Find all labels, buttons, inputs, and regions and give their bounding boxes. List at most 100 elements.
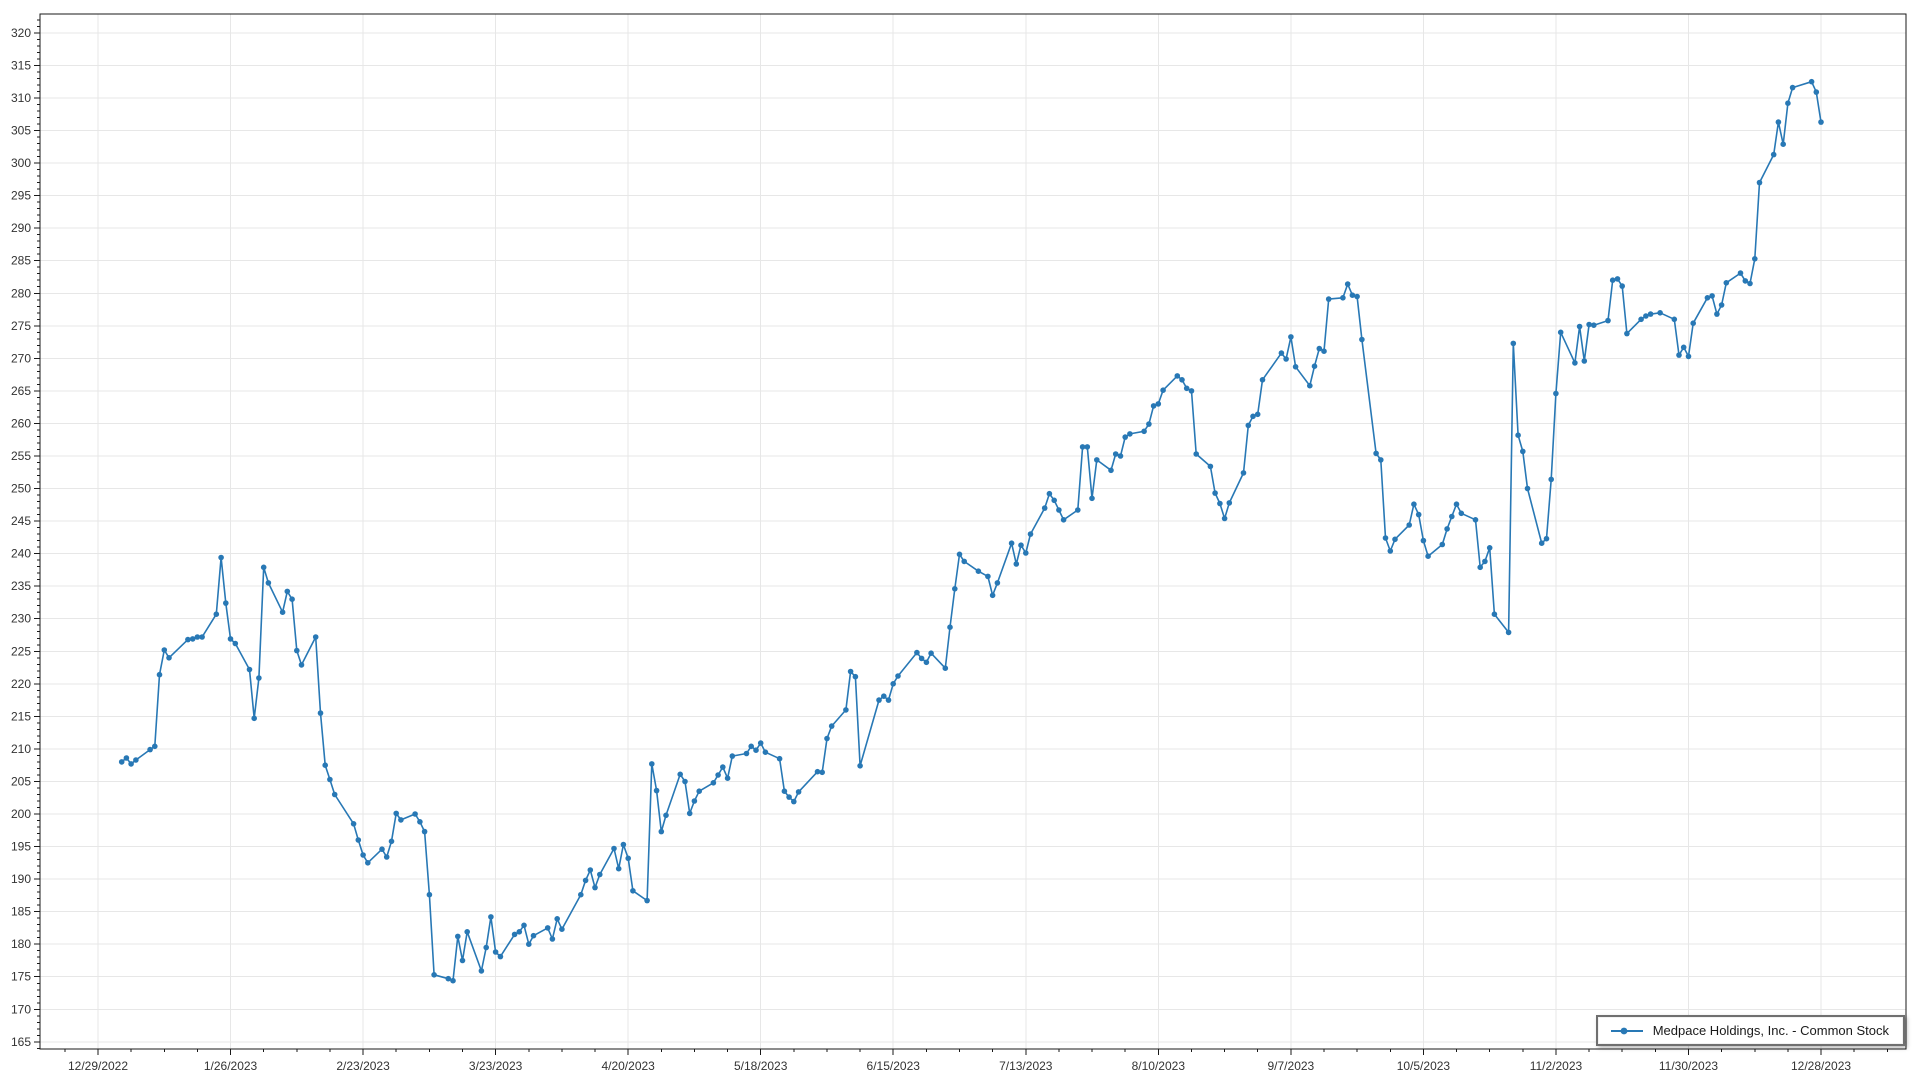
data-point-marker[interactable] [1112,451,1119,457]
data-point-marker[interactable] [1709,293,1715,299]
data-point-marker[interactable] [1060,517,1067,523]
data-point-marker[interactable] [383,854,390,860]
data-point-marker[interactable] [757,740,764,746]
data-point-marker[interactable] [587,867,594,873]
data-point-marker[interactable] [1789,84,1796,91]
data-point-marker[interactable] [223,600,229,606]
data-point-marker[interactable] [1382,535,1389,541]
data-point-marker[interactable] [663,812,669,819]
data-point-marker[interactable] [511,931,518,938]
data-point-marker[interactable] [265,580,272,586]
data-point-marker[interactable] [1221,515,1228,522]
data-point-marker[interactable] [781,788,788,794]
data-point-marker[interactable] [582,877,589,884]
data-point-marker[interactable] [1150,403,1157,409]
data-point-marker[interactable] [895,673,901,679]
data-point-marker[interactable] [1179,377,1185,383]
data-point-marker[interactable] [814,768,821,775]
data-point-marker[interactable] [1155,401,1162,407]
data-point-marker[interactable] [1311,363,1318,370]
data-point-marker[interactable] [1737,270,1744,276]
data-point-marker[interactable] [748,743,754,750]
data-point-marker[interactable] [1505,629,1512,636]
data-point-marker[interactable] [1643,313,1649,319]
data-point-marker[interactable] [289,596,295,602]
data-point-marker[interactable] [1325,296,1332,302]
data-point-marker[interactable] [294,647,300,654]
data-point-marker[interactable] [1524,485,1531,492]
data-point-marker[interactable] [1108,467,1114,474]
data-point-marker[interactable] [312,634,319,640]
data-point-marker[interactable] [1378,457,1384,463]
data-point-marker[interactable] [464,929,471,935]
data-point-marker[interactable] [322,762,329,768]
data-point-marker[interactable] [256,675,262,681]
data-point-marker[interactable] [1174,373,1181,379]
data-point-marker[interactable] [218,554,224,561]
data-point-marker[interactable] [156,671,163,678]
data-point-marker[interactable] [118,759,125,765]
data-point-marker[interactable] [1591,322,1597,329]
data-point-marker[interactable] [1576,323,1583,330]
data-point-marker[interactable] [1775,119,1782,125]
data-point-marker[interactable] [615,865,622,872]
data-point-marker[interactable] [1406,522,1412,528]
data-point-marker[interactable] [166,655,172,661]
data-point-marker[interactable] [1813,89,1820,95]
data-point-marker[interactable] [843,707,849,713]
data-point-marker[interactable] [1344,281,1351,287]
data-point-marker[interactable] [914,649,920,656]
data-point-marker[interactable] [975,568,982,574]
data-point-marker[interactable] [213,611,220,617]
data-point-marker[interactable] [199,634,205,640]
data-point-marker[interactable] [1420,537,1427,544]
data-point-marker[interactable] [1084,444,1091,450]
data-point-marker[interactable] [1411,501,1417,508]
data-point-marker[interactable] [350,821,357,827]
data-point-marker[interactable] [952,586,958,592]
data-point-marker[interactable] [1146,421,1152,427]
data-point-marker[interactable] [1183,385,1190,392]
data-point-marker[interactable] [483,944,490,951]
data-point-marker[interactable] [478,968,485,974]
data-point-marker[interactable] [1373,450,1379,457]
data-point-marker[interactable] [729,753,736,759]
data-point-marker[interactable] [597,871,603,878]
data-point-marker[interactable] [720,764,726,770]
data-point-marker[interactable] [1458,510,1465,517]
data-point-marker[interactable] [1472,517,1479,523]
data-point-marker[interactable] [232,640,239,647]
data-point-marker[interactable] [393,810,400,817]
data-point-marker[interactable] [1250,413,1256,420]
data-point-marker[interactable] [1638,316,1644,323]
data-point-marker[interactable] [989,592,996,599]
data-point-marker[interactable] [1359,336,1365,343]
data-point-marker[interactable] [1557,329,1564,336]
data-point-marker[interactable] [1023,550,1029,556]
data-point-marker[interactable] [1245,422,1252,429]
data-point-marker[interactable] [388,838,395,845]
data-point-marker[interactable] [152,743,158,750]
data-point-marker[interactable] [1515,432,1521,439]
data-point-marker[interactable] [677,771,683,778]
data-point-marker[interactable] [1453,501,1460,508]
data-point-marker[interactable] [1704,295,1711,301]
data-point-marker[interactable] [1283,356,1289,362]
data-point-marker[interactable] [355,837,362,843]
data-point-marker[interactable] [1714,311,1720,317]
data-point-marker[interactable] [1770,151,1777,158]
data-point-marker[interactable] [530,932,537,939]
data-point-marker[interactable] [1572,360,1578,366]
data-point-marker[interactable] [947,624,953,630]
data-point-marker[interactable] [1647,311,1654,317]
data-point-marker[interactable] [1392,536,1398,543]
data-point-marker[interactable] [1226,500,1233,506]
data-point-marker[interactable] [923,659,930,666]
data-point-marker[interactable] [521,922,527,929]
data-point-marker[interactable] [1444,526,1450,532]
data-point-marker[interactable] [653,787,660,794]
data-point-marker[interactable] [1075,507,1081,513]
data-point-marker[interactable] [1671,316,1678,323]
data-point-marker[interactable] [994,580,1001,586]
